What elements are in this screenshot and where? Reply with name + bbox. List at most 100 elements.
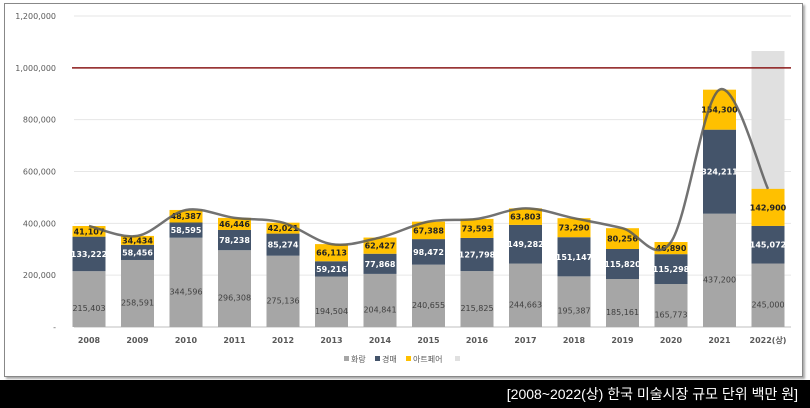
legend-swatch <box>375 356 380 361</box>
x-tick-label: 2018 <box>563 336 586 345</box>
data-label: 245,000 <box>751 300 784 309</box>
data-label: 73,290 <box>559 224 590 233</box>
bar-gallery-2019 <box>606 279 639 327</box>
data-label: 62,427 <box>365 242 396 251</box>
bar-artfair-2015 <box>412 221 445 240</box>
x-tick-label: 2019 <box>611 336 634 345</box>
data-label: 66,113 <box>316 249 347 258</box>
y-tick-label: 400,000 <box>23 219 56 228</box>
data-label: 34,434 <box>122 236 153 245</box>
data-label: 151,147 <box>556 253 592 262</box>
data-label: 133,222 <box>71 250 107 259</box>
data-label: 98,472 <box>413 248 444 257</box>
legend-swatch <box>406 356 411 361</box>
bar-gallery-2015 <box>412 264 445 327</box>
bar-artfair-2008 <box>72 225 106 237</box>
bar-artfair-2012 <box>266 222 300 234</box>
bar-artfair-2016 <box>460 218 494 238</box>
data-label: 215,403 <box>72 304 105 313</box>
stacked-bar-chart: - 200,000 400,000 600,000 800,000 1,000,000 1,… <box>15 12 791 364</box>
bar-gallery-2012 <box>266 255 300 327</box>
bar-gallery-2022(상) <box>751 263 785 327</box>
bar-artfair-2014 <box>363 237 397 254</box>
x-tick-label: 2011 <box>223 336 246 345</box>
data-label: 77,868 <box>365 260 396 269</box>
data-label: 275,136 <box>266 296 299 305</box>
trend-line <box>88 88 770 252</box>
data-label: 195,387 <box>557 307 590 316</box>
y-tick-label: 1,200,000 <box>15 12 56 21</box>
x-tick-label: 2016 <box>466 336 489 345</box>
data-label: 46,446 <box>219 220 250 229</box>
bar-gallery-2011 <box>218 250 251 327</box>
data-label: 324,211 <box>701 168 738 177</box>
bar-auction-2008 <box>72 236 106 272</box>
x-tick-label: 2021 <box>708 336 731 345</box>
data-label: 215,825 <box>460 304 493 313</box>
bar-gallery-2014 <box>363 273 397 327</box>
bar-auction-2012 <box>266 233 300 256</box>
y-tick-label: 800,000 <box>23 116 56 125</box>
data-label: 154,300 <box>701 106 738 115</box>
data-label: 185,161 <box>606 308 639 317</box>
data-label: 42,021 <box>268 224 299 233</box>
data-label: 67,388 <box>413 226 444 235</box>
caption-band: [2008~2022(상) 한국 미술시장 규모 단위 백만 원] <box>0 380 810 408</box>
legend-label: 아트페어 <box>413 354 442 364</box>
legend-label: 경매 <box>382 354 397 364</box>
chart-caption: [2008~2022(상) 한국 미술시장 규모 단위 백만 원] <box>506 386 798 402</box>
y-tick-label: 200,000 <box>23 271 56 280</box>
bar-auction-2019 <box>606 248 639 280</box>
data-label: 437,200 <box>703 275 736 284</box>
x-tick-label: 2015 <box>417 336 440 345</box>
x-tick-label: 2010 <box>175 336 198 345</box>
bar-artfair-2018 <box>557 218 591 238</box>
bar-artfair-2009 <box>121 235 154 245</box>
data-label: 58,595 <box>171 226 202 235</box>
data-label: 344,596 <box>169 287 202 296</box>
data-label: 244,663 <box>509 300 542 309</box>
bar-artfair-2022(상) <box>751 188 785 226</box>
data-label: 127,798 <box>459 251 496 260</box>
bar-auction-2011 <box>218 229 251 251</box>
data-label: 59,216 <box>316 265 347 274</box>
bar-artfair-2013 <box>315 244 348 262</box>
bar-gallery-2016 <box>460 271 494 327</box>
bar-gallery-2008 <box>72 271 106 327</box>
bar-auction-2015 <box>412 239 445 265</box>
data-label: 115,820 <box>604 260 641 269</box>
data-label: 78,238 <box>219 236 250 245</box>
y-tick-label: 600,000 <box>23 168 56 177</box>
bar-auction-2013 <box>315 261 348 277</box>
bar-auction-2009 <box>121 244 154 260</box>
data-label: 165,773 <box>654 311 687 320</box>
y-tick-label: 1,000,000 <box>15 64 56 73</box>
bar-auction-2014 <box>363 253 397 274</box>
bar-artfair-2011 <box>218 217 251 230</box>
bar-auction-2010 <box>169 222 203 238</box>
bar-auction-2016 <box>460 237 494 272</box>
data-label: 46,890 <box>656 244 687 253</box>
data-label: 194,504 <box>315 307 348 316</box>
data-label: 63,803 <box>510 213 541 222</box>
bar-gallery-2017 <box>509 263 542 327</box>
x-tick-label: 2014 <box>369 336 392 345</box>
chart-frame: - 200,000 400,000 600,000 800,000 1,000,000 1,… <box>4 3 803 377</box>
data-label: 240,655 <box>412 301 445 310</box>
x-tick-label: 2017 <box>514 336 536 345</box>
data-label: 115,298 <box>653 265 690 274</box>
x-tick-label: 2008 <box>78 336 101 345</box>
data-label: 145,072 <box>750 241 786 250</box>
bar-gallery-2020 <box>654 284 688 327</box>
x-tick-label: 2009 <box>126 336 149 345</box>
x-tick-label: 2013 <box>320 336 342 345</box>
data-label: 41,107 <box>74 227 105 236</box>
bar-artfair-2017 <box>509 208 542 225</box>
bar-auction-2020 <box>654 254 688 285</box>
bar-gallery-2009 <box>121 259 154 327</box>
bar-artfair-2020 <box>654 242 688 255</box>
bar-auction-2017 <box>509 224 542 264</box>
y-tick-label: - <box>53 323 56 332</box>
data-label: 85,274 <box>268 241 299 250</box>
legend-label: 화랑 <box>351 354 366 364</box>
